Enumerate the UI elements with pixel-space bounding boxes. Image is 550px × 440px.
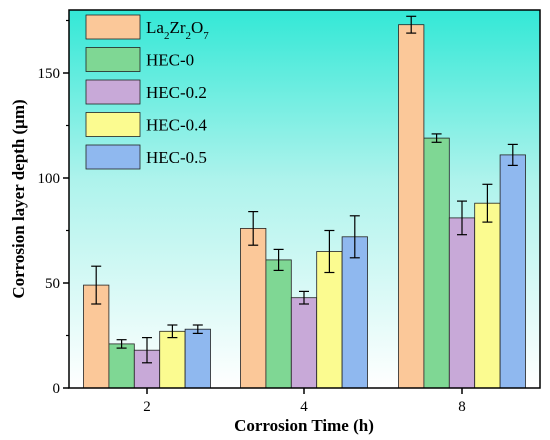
errorbar-HEC-0-8 (431, 133, 442, 143)
errorbar-HEC-0.4-8 (482, 183, 493, 223)
errorbar-HEC-0-2 (116, 339, 127, 349)
errorbar-HEC-0.5-2 (192, 324, 203, 334)
bar-HEC-0.2-4 (290, 297, 318, 389)
legend-label: HEC-0.2 (146, 83, 207, 102)
x-tick-label: 8 (458, 399, 466, 415)
errorbar-HEC-0.5-4 (349, 215, 360, 259)
y-tick-label: 150 (38, 66, 61, 82)
legend-item-HEC-0.2: HEC-0.2 (85, 79, 207, 105)
bar-La2Zr2O7-4 (240, 227, 267, 389)
legend: La2Zr2O7 HEC-0 HEC-0.2 HEC-0.4 HEC-0.5 (85, 14, 209, 170)
errorbar-La2Zr2O7-8 (406, 15, 417, 34)
bar-HEC-0.2-8 (448, 217, 476, 389)
errorbar-La2Zr2O7-4 (248, 211, 259, 246)
legend-swatch (85, 79, 141, 105)
x-axis-title: Corrosion Time (h) (234, 416, 374, 435)
bar-HEC-0.5-8 (499, 154, 526, 389)
errorbar-HEC-0.2-4 (299, 290, 309, 305)
bars-layer (83, 24, 526, 389)
errorbar-La2Zr2O7-2 (91, 265, 102, 305)
legend-swatch (85, 14, 141, 40)
legend-swatch (85, 144, 141, 170)
x-tick-label: 2 (143, 399, 151, 415)
errorbar-HEC-0.5-8 (507, 143, 518, 166)
bar-HEC-0.4-8 (474, 202, 501, 389)
legend-swatch (85, 47, 141, 72)
y-axis: 0 50 100 150 (38, 19, 69, 397)
legend-item-HEC-0: HEC-0 (85, 47, 194, 72)
legend-label: HEC-0 (146, 51, 194, 70)
legend-item-HEC-0.5: HEC-0.5 (85, 144, 207, 170)
y-axis-title: Corrosion layer depth (μm) (9, 99, 28, 298)
errorbars-layer (91, 15, 518, 364)
bar-HEC-0.5-2 (184, 328, 211, 389)
y-tick-label: 50 (45, 276, 60, 292)
bar-HEC-0.5-4 (341, 236, 368, 389)
x-tick-label: 4 (300, 399, 308, 415)
legend-label: HEC-0.4 (146, 116, 207, 135)
errorbar-HEC-0.4-4 (324, 229, 335, 274)
legend-item-HEC-0.4: HEC-0.4 (85, 112, 207, 137)
errorbar-HEC-0.2-2 (142, 337, 152, 364)
legend-label: HEC-0.5 (146, 148, 207, 167)
bar-HEC-0-2 (108, 343, 135, 389)
legend-item-La2Zr2O7: La2Zr2O7 (85, 14, 209, 42)
bar-HEC-0-4 (265, 259, 292, 389)
legend-swatch (85, 112, 141, 137)
y-tick-label: 0 (53, 381, 61, 397)
bar-HEC-0.4-2 (159, 330, 186, 389)
x-axis: 2 4 8 (143, 388, 466, 415)
y-tick-label: 100 (38, 171, 61, 187)
errorbar-HEC-0.4-2 (167, 324, 178, 339)
legend-label: La2Zr2O7 (146, 18, 209, 42)
bar-HEC-0-8 (423, 137, 450, 389)
errorbar-HEC-0-4 (273, 248, 284, 271)
errorbar-HEC-0.2-8 (457, 200, 467, 236)
bar-La2Zr2O7-8 (398, 24, 425, 389)
